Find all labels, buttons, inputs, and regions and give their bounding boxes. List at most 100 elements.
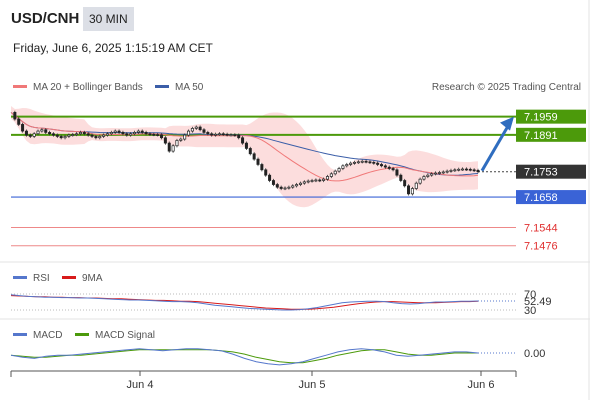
support-label: 7.1476: [524, 241, 558, 253]
candlestick: [152, 132, 156, 137]
candle-body: [214, 133, 218, 136]
last-price-label-box: [516, 164, 586, 179]
candle-body: [391, 168, 395, 171]
candle-body: [44, 129, 48, 133]
candle-body: [229, 134, 233, 137]
candlestick: [368, 160, 372, 164]
candlestick: [314, 178, 318, 183]
candlestick: [202, 128, 206, 135]
candle-body: [403, 180, 407, 187]
candlestick: [117, 129, 121, 135]
candle-body: [395, 169, 399, 176]
candle-body: [464, 168, 468, 171]
candle-body: [187, 130, 191, 136]
x-tick-label: Jun 6: [468, 379, 495, 391]
rsi-ma-legend-label: 9MA: [82, 273, 103, 284]
candlestick: [225, 132, 229, 137]
candle-body: [225, 133, 229, 136]
x-tick-label: Jun 5: [299, 379, 326, 391]
candle-body: [407, 185, 411, 195]
candlestick: [410, 186, 414, 196]
candle-body: [341, 165, 345, 169]
x-tick-label: Jun 4: [127, 379, 154, 391]
candle-body: [264, 169, 268, 176]
candle-body: [78, 132, 82, 135]
rsi-legend-swatch: [13, 276, 27, 279]
candle-body: [329, 173, 333, 177]
candlestick: [71, 132, 75, 137]
candlestick: [48, 130, 52, 136]
candlestick: [221, 132, 225, 136]
resistance-label: 7.1959: [524, 112, 558, 124]
candle-body: [194, 126, 198, 129]
candle-body: [121, 132, 125, 135]
candle-body: [67, 134, 71, 137]
candlestick: [457, 167, 461, 172]
candlestick: [244, 141, 248, 151]
bollinger-band: [11, 106, 478, 208]
main-legend: MA 20 + Bollinger Bands MA 50 Research ©…: [13, 82, 581, 93]
candle-body: [206, 132, 210, 135]
candlestick: [391, 166, 395, 172]
candlestick: [283, 186, 287, 191]
candlestick: [364, 159, 368, 164]
candlestick: [464, 167, 468, 171]
candle-body: [302, 181, 306, 184]
support-label: 7.1544: [524, 223, 558, 235]
candlestick: [210, 132, 214, 137]
candle-body: [449, 170, 453, 172]
candle-body: [148, 133, 152, 136]
candlestick: [194, 125, 198, 131]
candlestick: [229, 133, 233, 137]
resistance-label-box: [516, 127, 586, 142]
candle-body: [422, 176, 426, 180]
candlestick: [217, 132, 221, 136]
candlestick: [175, 138, 179, 148]
candlestick: [441, 170, 445, 175]
candle-body: [244, 142, 248, 149]
candle-body: [160, 134, 164, 139]
macd-line: [10, 348, 479, 366]
candlestick: [63, 134, 67, 140]
ma50-legend-label: MA 50: [175, 82, 204, 93]
candlestick: [264, 168, 268, 177]
candlestick: [144, 130, 148, 136]
candle-body: [318, 179, 322, 182]
candlestick: [306, 179, 310, 184]
ma50-legend-swatch: [155, 85, 169, 88]
candle-body: [445, 170, 449, 173]
candle-body: [426, 174, 430, 177]
macd-last-label: 0.00: [524, 348, 545, 360]
candle-body: [248, 148, 252, 155]
candlestick: [136, 129, 140, 135]
candle-body: [356, 161, 360, 164]
candle-body: [51, 133, 55, 136]
candle-body: [82, 132, 86, 135]
candle-body: [167, 142, 171, 152]
candlestick: [51, 132, 55, 137]
candle-body: [441, 171, 445, 174]
ma20-legend-label: MA 20 + Bollinger Bands: [33, 82, 143, 93]
candlestick: [82, 130, 86, 136]
candle-body: [198, 126, 202, 131]
candlestick: [472, 168, 476, 172]
interval-button[interactable]: 30 MIN: [83, 7, 134, 31]
candlestick: [372, 160, 376, 165]
candlestick: [55, 133, 59, 139]
candle-body: [418, 178, 422, 184]
candlestick: [17, 117, 21, 126]
candlestick: [468, 167, 472, 172]
candle-body: [86, 133, 90, 136]
candle-body: [437, 172, 441, 174]
candle-body: [376, 162, 380, 165]
candle-body: [40, 129, 44, 132]
x-axis: Jun 4 Jun 5 Jun 6: [10, 370, 517, 391]
candlestick: [125, 132, 129, 137]
ma20-line: [10, 112, 479, 182]
candlestick: [121, 130, 125, 136]
candle-body: [21, 124, 25, 132]
candle-body: [175, 140, 179, 147]
candlestick: [310, 178, 314, 183]
